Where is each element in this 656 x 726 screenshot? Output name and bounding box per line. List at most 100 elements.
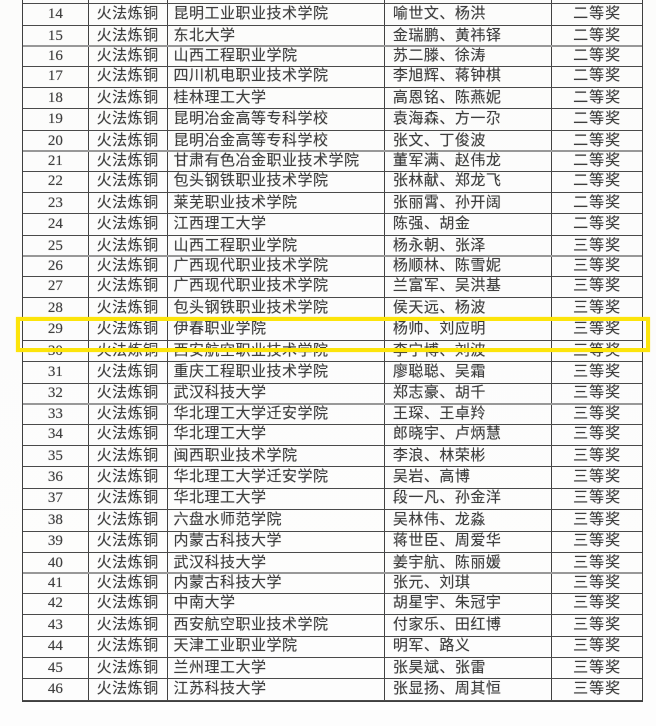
cell-award: 三等奖	[573, 342, 622, 359]
cell-category: 火法炼铜	[89, 383, 168, 405]
cell-category: 火法炼铜	[89, 445, 168, 467]
table-row: 36 火法炼铜 华北理工大学迁安学院 吴岩、高博 三等奖	[23, 467, 642, 489]
cell-row-number: 28	[23, 298, 89, 319]
table-row: 16 火法炼铜 山西工程职业学院 苏二滕、徐涛 二等奖	[23, 45, 642, 67]
table-row: 33 火法炼铜 华北理工大学迁安学院 王琛、王卓羚 三等奖	[23, 403, 642, 425]
cell-award: 三等奖	[573, 278, 622, 295]
cell-row-number: 35	[23, 445, 89, 467]
cell-names: 姜宇航、陈丽媛	[385, 552, 553, 574]
cell-category: 火法炼铜	[89, 362, 168, 383]
cell-school: 包头钢铁职业技术学院	[168, 298, 385, 319]
cell-row-number: 43	[23, 615, 89, 636]
cell-category: 火法炼铜	[89, 488, 168, 510]
cell-award: 二等奖	[552, 0, 642, 3]
cell-category: 火法炼铜	[89, 109, 168, 130]
cell-row-number: 32	[23, 383, 89, 405]
cell-names: 付家乐、田红博	[385, 615, 553, 636]
cell-names: 侯天远、杨波	[385, 298, 553, 319]
cell-award: 二等奖	[573, 152, 622, 169]
cell-row-number: 25	[23, 235, 89, 257]
cell-names: 苏二滕、徐涛	[385, 47, 553, 66]
cell-award: 三等奖	[573, 511, 622, 528]
cell-row-number: 45	[23, 658, 89, 679]
cell-school: 华北理工大学迁安学院	[168, 405, 385, 424]
cell-school: 桂林理工大学	[168, 88, 385, 109]
cell-names: 李浪、林荣彬	[385, 445, 553, 467]
cell-category: 火法炼铜	[89, 171, 168, 193]
cell-names: 张元、刘琪	[385, 574, 553, 593]
cell-school: 江西理工大学	[168, 214, 385, 235]
cell-category: 火法炼铜	[89, 467, 168, 488]
cell-names: 吴岩、高博	[385, 467, 553, 488]
cell-names: 杨帅、刘应明	[385, 319, 553, 340]
cell-row-number: 21	[23, 152, 89, 171]
cell-award: 二等奖	[573, 6, 622, 23]
cell-names: 袁海森、方一尕	[385, 109, 553, 130]
table-row: 32 火法炼铜 武汉科技大学 郑志豪、胡千 三等奖	[23, 383, 642, 406]
cell-school: 内蒙古科技大学	[168, 531, 385, 552]
cell-award: 二等奖	[573, 111, 622, 128]
table-row: 30 火法炼铜 西安航空职业技术学院 李宁博、刘波 三等奖	[23, 340, 642, 363]
cell-award: 三等奖	[573, 447, 622, 464]
cell-names: 段一凡、孙金洋	[385, 488, 553, 510]
cell-award: 三等奖	[573, 469, 622, 486]
cell-names: 廖聪聪、吴霜	[385, 362, 553, 383]
cell-names: 李旭辉、蒋钟棋	[385, 66, 553, 88]
cell-names: 张显扬、周其恒	[385, 679, 553, 700]
cell-category: 火法炼铜	[89, 510, 168, 531]
cell-row-number: 23	[23, 193, 89, 214]
cell-row-number: 34	[23, 424, 89, 445]
cell-school: 西安航空职业技术学院	[168, 340, 385, 362]
cell-category: 火法炼铜	[89, 298, 168, 319]
cell-category: 火法炼铜	[89, 658, 168, 679]
table-row: 25 火法炼铜 山西工程职业学院 杨永朝、张泽 三等奖	[23, 235, 642, 258]
cell-award: 三等奖	[573, 490, 622, 507]
table-row: 19 火法炼铜 昆明冶金高等专科学校 袁海森、方一尕 二等奖	[23, 109, 642, 131]
table-row: 45 火法炼铜 兰州理工大学 张昊斌、张雷 三等奖	[23, 658, 642, 680]
table-row: 18 火法炼铜 桂林理工大学 高恩铭、陈燕妮 二等奖	[23, 88, 642, 110]
cell-award: 二等奖	[573, 216, 622, 233]
cell-names: 兰富军、吴洪基	[385, 276, 553, 298]
table-row: 20 火法炼铜 昆明冶金高等专科学校 张文、丁俊波 二等奖	[23, 130, 642, 153]
cell-row-number: 26	[23, 257, 89, 276]
cell-award: 三等奖	[573, 533, 622, 550]
table-row: 27 火法炼铜 广西现代职业技术学院 兰富军、吴洪基 三等奖	[23, 276, 642, 299]
cell-school: 广西现代职业技术学院	[168, 276, 385, 298]
cell-award: 三等奖	[573, 364, 622, 381]
table-row: 39 火法炼铜 内蒙古科技大学 蒋世臣、周爱华 三等奖	[23, 531, 642, 553]
cell-category: 火法炼铜	[89, 152, 168, 171]
cell-school: 四川机电职业技术学院	[168, 66, 385, 88]
cell-names: 张林献、郑龙飞	[385, 171, 553, 193]
cell-school: 内蒙古科技大学	[168, 574, 385, 593]
cell-category: 火法炼铜	[89, 531, 168, 552]
table-row: 23 火法炼铜 莱芜职业技术学院 张丽霄、孙开阔 二等奖	[23, 193, 642, 215]
table-row: 37 火法炼铜 华北理工大学 段一凡、孙金洋 三等奖	[23, 488, 642, 511]
cell-row-number: 18	[23, 88, 89, 109]
cell-names: 吴林伟、龙淼	[385, 510, 553, 531]
cell-names: 金瑞鹏、黄祎铎	[385, 25, 553, 47]
cell-school: 武汉科技大学	[168, 383, 385, 405]
cell-names: 喻世文、杨洪	[385, 0, 553, 4]
cell-row-number: 39	[23, 531, 89, 552]
cell-row-number: 15	[23, 25, 89, 47]
table-row: 35 火法炼铜 闽西职业技术学院 李浪、林荣彬 三等奖	[23, 445, 642, 468]
cell-names: 郎晓宇、卢炳慧	[385, 424, 553, 445]
cell-category: 火法炼铜	[89, 193, 168, 214]
table-row: 38 火法炼铜 六盘水师范学院 吴林伟、龙淼 三等奖	[23, 510, 642, 532]
cell-names: 董军满、赵伟龙	[385, 152, 553, 171]
cell-school: 重庆工程职业技术学院	[168, 362, 385, 383]
table-row: 24 火法炼铜 江西理工大学 陈强、胡金 二等奖	[23, 214, 642, 236]
cell-row-number: 22	[23, 171, 89, 193]
cell-names: 王琛、王卓羚	[385, 405, 553, 424]
cell-award: 三等奖	[573, 257, 622, 274]
cell-school: 华北理工大学	[168, 424, 385, 445]
cell-school: 昆明冶金高等专科学校	[168, 130, 385, 152]
table-row: 26 火法炼铜 广西现代职业技术学院 杨顺林、陈雪妮 三等奖	[23, 255, 642, 277]
cell-award: 二等奖	[573, 173, 622, 190]
cell-row-number: 20	[23, 130, 89, 152]
cell-row-number: 37	[23, 488, 89, 510]
cell-school: 兰州理工大学	[168, 658, 385, 679]
cell-school: 中南大学	[168, 593, 385, 615]
